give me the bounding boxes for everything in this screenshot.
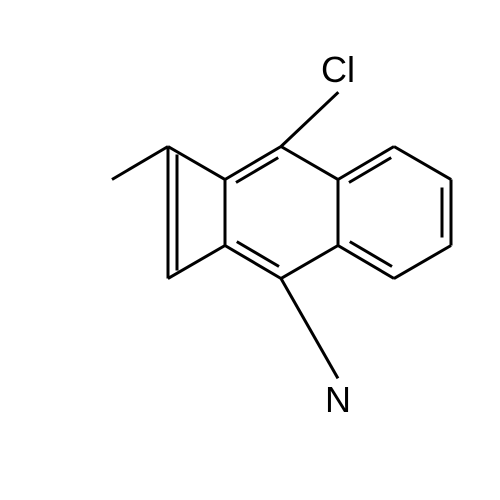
bond-line bbox=[337, 145, 395, 181]
bond-line bbox=[224, 179, 227, 245]
bond-line bbox=[167, 146, 170, 278]
bond-line bbox=[280, 277, 340, 378]
bond-line bbox=[176, 154, 179, 270]
bond-line bbox=[280, 244, 338, 280]
bond-line bbox=[280, 91, 339, 147]
atom-label-cl: Cl bbox=[321, 49, 355, 91]
bond-line bbox=[280, 145, 338, 181]
atom-label-n: N bbox=[325, 379, 351, 421]
bond-line bbox=[393, 244, 451, 280]
bond-line bbox=[441, 187, 444, 237]
bond-line bbox=[450, 179, 453, 245]
molecule-diagram: Cl N bbox=[0, 0, 500, 500]
bond-line bbox=[224, 145, 282, 181]
bond-line bbox=[111, 145, 169, 181]
bond-line bbox=[393, 145, 451, 181]
bond-line bbox=[337, 179, 340, 245]
